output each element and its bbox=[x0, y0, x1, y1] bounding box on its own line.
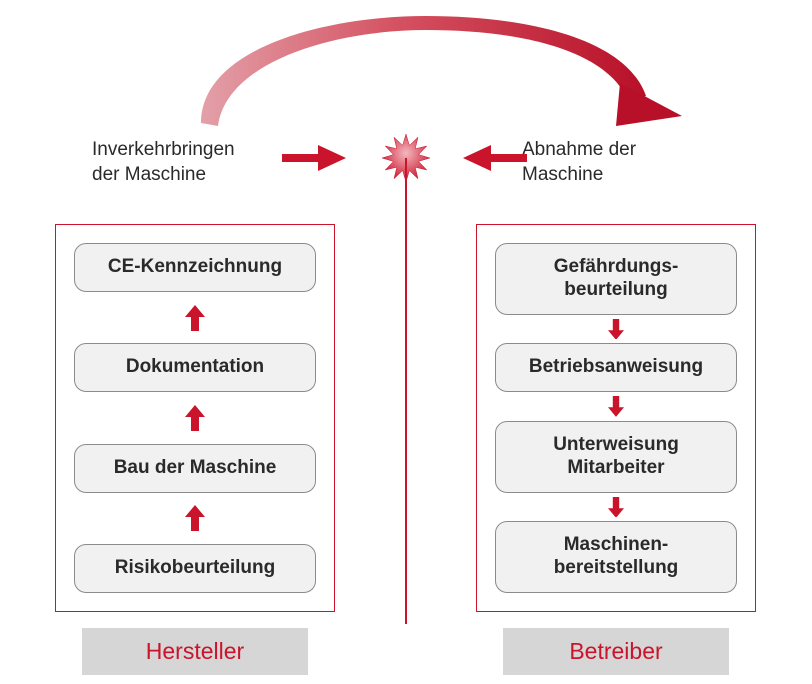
diagram-root: Inverkehrbringender Maschine Abnahme der… bbox=[0, 0, 812, 684]
step-box: Risikobeurteilung bbox=[74, 544, 316, 593]
step-box: Dokumentation bbox=[74, 343, 316, 392]
right-column-box: Gefährdungs-beurteilung Betriebsanweisung… bbox=[476, 224, 756, 612]
footer-left: Hersteller bbox=[82, 628, 308, 675]
footer-right: Betreiber bbox=[503, 628, 729, 675]
step-box: Maschinen-bereitstellung bbox=[495, 521, 737, 593]
step-box: CE-Kennzeichnung bbox=[74, 243, 316, 292]
arrow-down-icon bbox=[606, 497, 626, 518]
center-divider bbox=[405, 158, 407, 624]
step-box: Bau der Maschine bbox=[74, 444, 316, 493]
arrow-up-icon bbox=[185, 405, 205, 431]
step-box: UnterweisungMitarbeiter bbox=[495, 421, 737, 493]
arrow-up-icon bbox=[185, 305, 205, 331]
step-box: Gefährdungs-beurteilung bbox=[495, 243, 737, 315]
header-right: Abnahme derMaschine bbox=[522, 138, 636, 187]
inward-arrow-right bbox=[463, 145, 527, 171]
left-column-box: CE-Kennzeichnung Dokumentation Bau der Mas… bbox=[55, 224, 335, 612]
inward-arrow-left bbox=[282, 145, 346, 171]
arrow-up-icon bbox=[185, 505, 205, 531]
top-arc-arrow bbox=[126, 8, 686, 138]
step-box: Betriebsanweisung bbox=[495, 343, 737, 392]
arrow-down-icon bbox=[606, 396, 626, 417]
arrow-down-icon bbox=[606, 319, 626, 340]
header-left: Inverkehrbringender Maschine bbox=[92, 138, 235, 187]
